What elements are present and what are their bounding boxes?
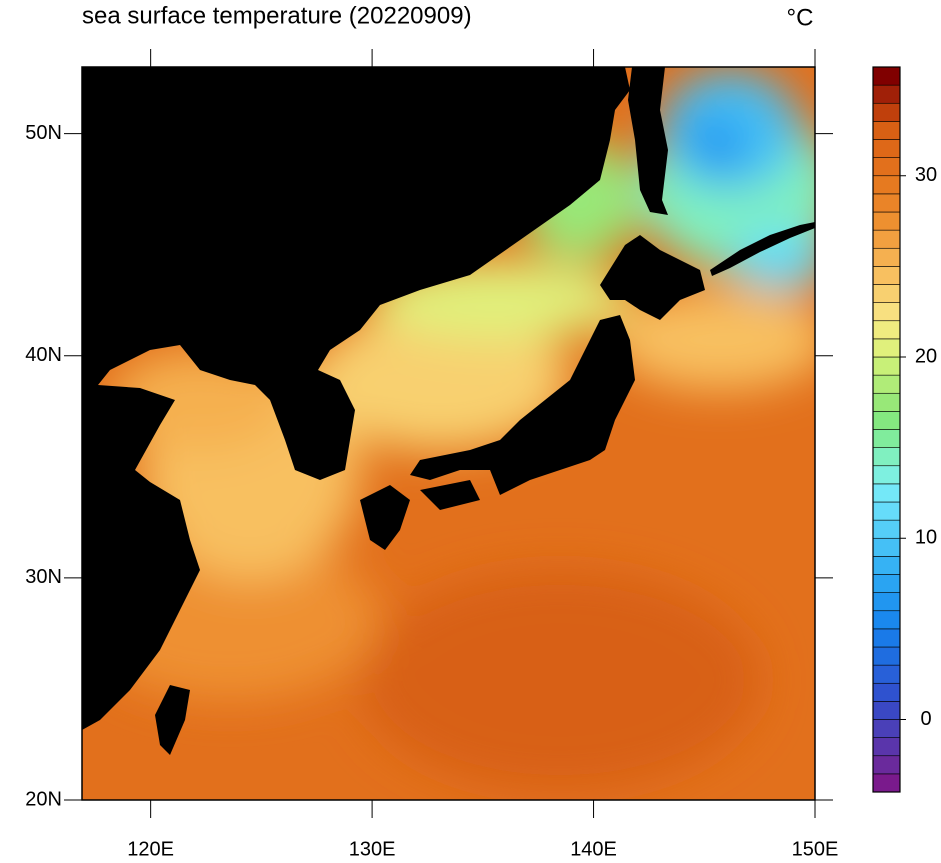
colorbar-level — [872, 157, 901, 177]
colorbar-level — [872, 719, 901, 738]
colorbar-level — [872, 338, 901, 358]
colorbar-level — [872, 556, 901, 575]
warm-pool — [360, 570, 760, 790]
shading — [685, 115, 745, 175]
colorbar-level — [872, 610, 901, 630]
colorbar-level — [872, 501, 901, 521]
colorbar-level — [872, 755, 901, 775]
colorbar-level — [872, 247, 901, 267]
colorbar-tick-label: 10 — [915, 527, 937, 549]
x-tick-label: 140E — [570, 838, 617, 858]
colorbar-level — [872, 628, 901, 648]
x-tick-label: 130E — [349, 838, 396, 858]
colorbar: 0 10 20 30 — [872, 66, 937, 793]
colorbar-level — [872, 266, 901, 285]
colorbar-level — [872, 84, 901, 104]
honshu — [410, 315, 635, 495]
taiwan — [155, 685, 190, 755]
land — [82, 67, 815, 755]
colorbar-level — [872, 701, 901, 720]
y-tick-label: 40N — [25, 344, 62, 366]
hokkaido — [600, 235, 705, 320]
sakhalin — [628, 67, 668, 215]
colorbar-level — [872, 211, 901, 231]
kuril-islands — [710, 222, 815, 276]
colorbar-level — [872, 773, 901, 793]
colorbar-level — [872, 374, 901, 394]
colorbar-level — [872, 66, 901, 86]
colorbar-level — [872, 229, 901, 249]
colorbar-level — [872, 121, 901, 140]
kyushu — [360, 485, 410, 550]
colorbar-tick-label: 20 — [915, 345, 937, 367]
colorbar-level — [872, 682, 901, 702]
colorbar-level — [872, 519, 901, 539]
colorbar-level — [872, 664, 901, 684]
colorbar-level — [872, 465, 901, 485]
colorbar-level — [872, 483, 901, 503]
units: °C — [787, 4, 814, 31]
colorbar-tick-label: 0 — [920, 708, 931, 730]
y-tick-label: 50N — [25, 122, 62, 144]
colorbar-level — [872, 302, 901, 322]
y-tick-label: 30N — [25, 566, 62, 588]
colorbar-level — [872, 592, 901, 612]
y-tick-label: 20N — [25, 788, 62, 810]
colorbar-tick-label: 30 — [915, 164, 937, 186]
colorbar-frame — [872, 66, 901, 793]
colorbar-level — [872, 139, 901, 158]
colorbar-level — [872, 737, 901, 757]
colorbar-level — [872, 646, 901, 666]
colorbar-level — [872, 392, 901, 412]
shikoku — [420, 480, 480, 510]
colorbar-level — [872, 574, 901, 593]
colorbar-level — [872, 102, 901, 122]
colorbar-level — [872, 284, 901, 303]
x-tick-label: 120E — [127, 838, 174, 858]
colorbar-level — [872, 429, 901, 448]
colorbar-level — [872, 411, 901, 430]
colorbar-level — [872, 356, 901, 376]
title: sea surface temperature (20220909) — [82, 2, 472, 29]
shading — [310, 310, 570, 450]
colorbar-level — [872, 320, 901, 340]
sst-field — [82, 67, 815, 800]
colorbar-level — [872, 193, 901, 213]
colorbar-level — [872, 537, 901, 557]
colorbar-level — [872, 447, 901, 467]
continent — [82, 67, 630, 730]
colorbar-level — [872, 175, 901, 195]
plot-frame — [81, 66, 816, 801]
x-tick-label: 150E — [792, 838, 839, 858]
